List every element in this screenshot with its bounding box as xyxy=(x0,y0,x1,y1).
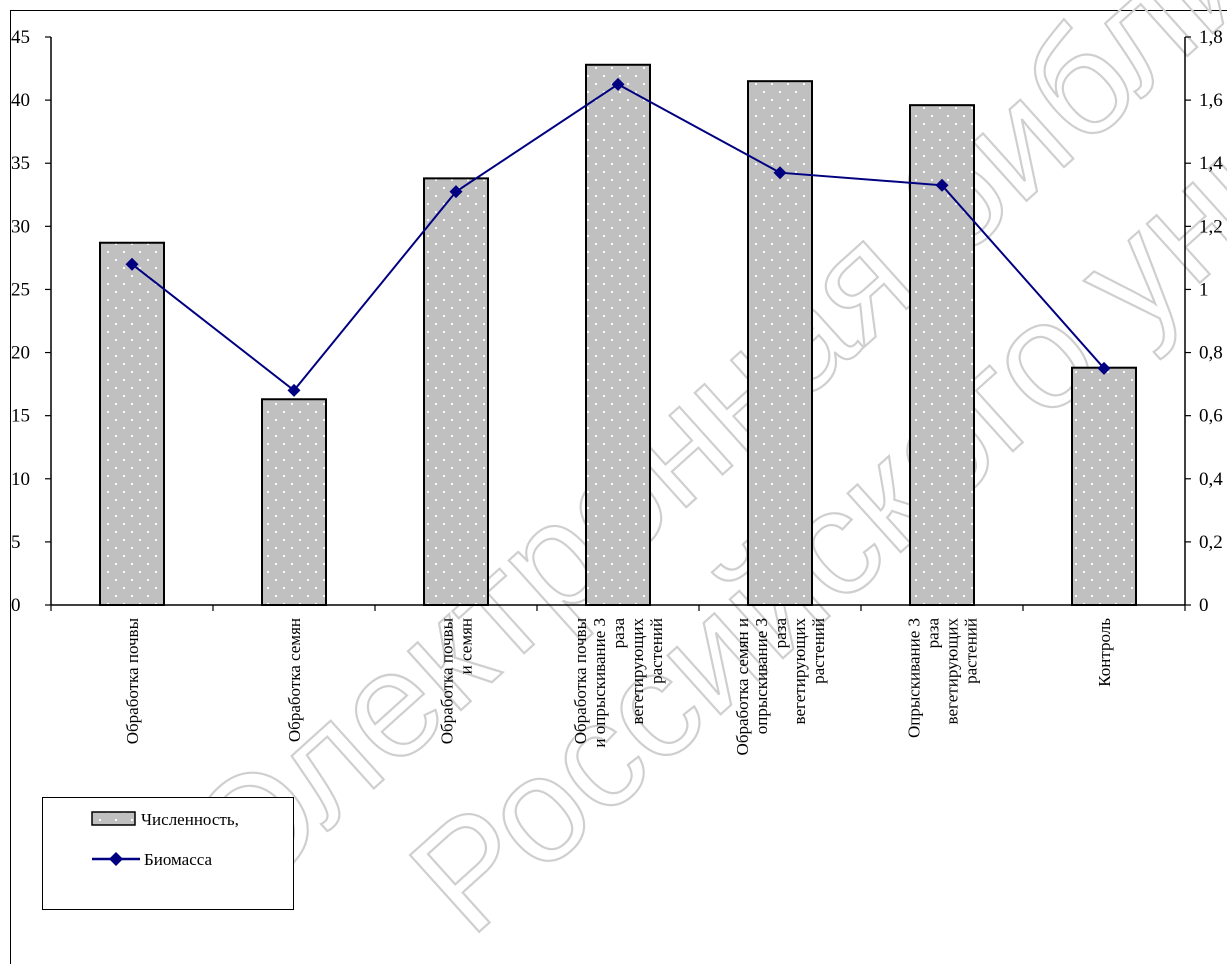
category-label-4-line-0: Обработка семян и xyxy=(733,618,752,755)
category-label-4-line-2: раза xyxy=(771,618,790,649)
plot-area xyxy=(99,63,1137,607)
category-label-3-line-0: Обработка почвы xyxy=(571,617,590,744)
category-label-4-line-1: опрыскивание 3 xyxy=(752,618,771,734)
right-tick-label-1: 0,2 xyxy=(1199,532,1223,553)
category-label-6-line-0: Контроль xyxy=(1095,618,1114,687)
legend-marker-diamond-icon xyxy=(109,852,123,866)
category-label-2-line-1: и семян xyxy=(457,618,476,674)
left-tick-label-1: 5 xyxy=(11,532,21,553)
legend: Численность, Биомасса xyxy=(42,797,294,910)
category-label-5-line-0: Опрыскивание 3 xyxy=(905,618,924,738)
bar-0 xyxy=(99,241,165,606)
right-tick-label-9: 1,8 xyxy=(1199,27,1223,48)
bar-3 xyxy=(585,63,651,607)
left-tick-label-5: 25 xyxy=(11,279,30,300)
biomass-point-3 xyxy=(611,77,625,91)
category-label-4-line-4: растений xyxy=(809,618,828,684)
category-label-2-line-0: Обработка почвы xyxy=(438,617,457,744)
left-tick-label-9: 45 xyxy=(11,27,30,48)
legend-label-count: Численность, xyxy=(141,810,239,829)
bar-1 xyxy=(261,398,327,606)
category-label-5-line-1: раза xyxy=(924,618,943,649)
category-label-4-line-3: вегетирующих xyxy=(790,618,809,725)
bar-2 xyxy=(423,177,489,606)
right-tick-label-5: 1 xyxy=(1199,279,1209,300)
category-label-6: Контроль xyxy=(1095,618,1114,687)
biomass-point-1 xyxy=(287,383,301,397)
legend-box xyxy=(42,797,294,910)
right-tick-label-4: 0,8 xyxy=(1199,343,1223,364)
category-label-1: Обработка семян xyxy=(285,618,304,742)
legend-bar-swatch xyxy=(91,811,136,826)
left-tick-label-0: 0 xyxy=(11,595,21,616)
biomass-point-6 xyxy=(1097,361,1111,375)
left-tick-label-2: 10 xyxy=(11,469,30,490)
biomass-point-2 xyxy=(449,185,463,199)
left-tick-label-4: 20 xyxy=(11,343,30,364)
right-tick-label-8: 1,6 xyxy=(1199,90,1223,111)
category-label-5-line-2: вегетирующих xyxy=(943,618,962,725)
biomass-point-0 xyxy=(125,257,139,271)
right-tick-label-6: 1,2 xyxy=(1199,216,1223,237)
right-tick-label-2: 0,4 xyxy=(1199,469,1223,490)
category-label-3: Обработка почвы и опрыскивание 3 раза вегет… xyxy=(571,617,666,747)
category-label-1-line-0: Обработка семян xyxy=(285,618,304,742)
left-tick-label-8: 40 xyxy=(11,90,30,111)
right-tick-label-3: 0,6 xyxy=(1199,406,1223,427)
category-label-4: Обработка семян и опрыскивание 3 раза вегет… xyxy=(733,618,828,756)
left-tick-label-7: 35 xyxy=(11,153,30,174)
biomass-point-4 xyxy=(773,166,787,180)
category-label-3-line-2: раза xyxy=(609,618,628,649)
left-tick-label-6: 30 xyxy=(11,216,30,237)
right-tick-label-7: 1,4 xyxy=(1199,153,1223,174)
category-label-3-line-1: и опрыскивание 3 xyxy=(590,618,609,748)
biomass-point-5 xyxy=(935,178,949,192)
category-labels: Обработка почвы Обработка семян Обработка … xyxy=(123,617,1114,755)
category-label-5-line-3: растений xyxy=(962,618,981,684)
legend-label-biomass: Биомасса xyxy=(144,850,213,869)
category-label-0-line-0: Обработка почвы xyxy=(123,617,142,744)
chart-border xyxy=(10,10,1227,964)
category-label-3-line-3: вегетирующих xyxy=(628,618,647,725)
category-label-3-line-4: растений xyxy=(647,618,666,684)
category-label-5: Опрыскивание 3 раза вегетирующих растений xyxy=(905,618,981,739)
bar-6 xyxy=(1071,366,1137,606)
left-tick-label-3: 15 xyxy=(11,406,30,427)
right-tick-label-0: 0 xyxy=(1199,595,1209,616)
axes: 0 5 10 15 20 25 30 35 40 45 0 0,2 0,4 0,6 0,8 1 1,2 1,4 1,… xyxy=(11,27,1223,616)
category-label-2: Обработка почвы и семян xyxy=(438,617,476,744)
category-label-0: Обработка почвы xyxy=(123,617,142,744)
